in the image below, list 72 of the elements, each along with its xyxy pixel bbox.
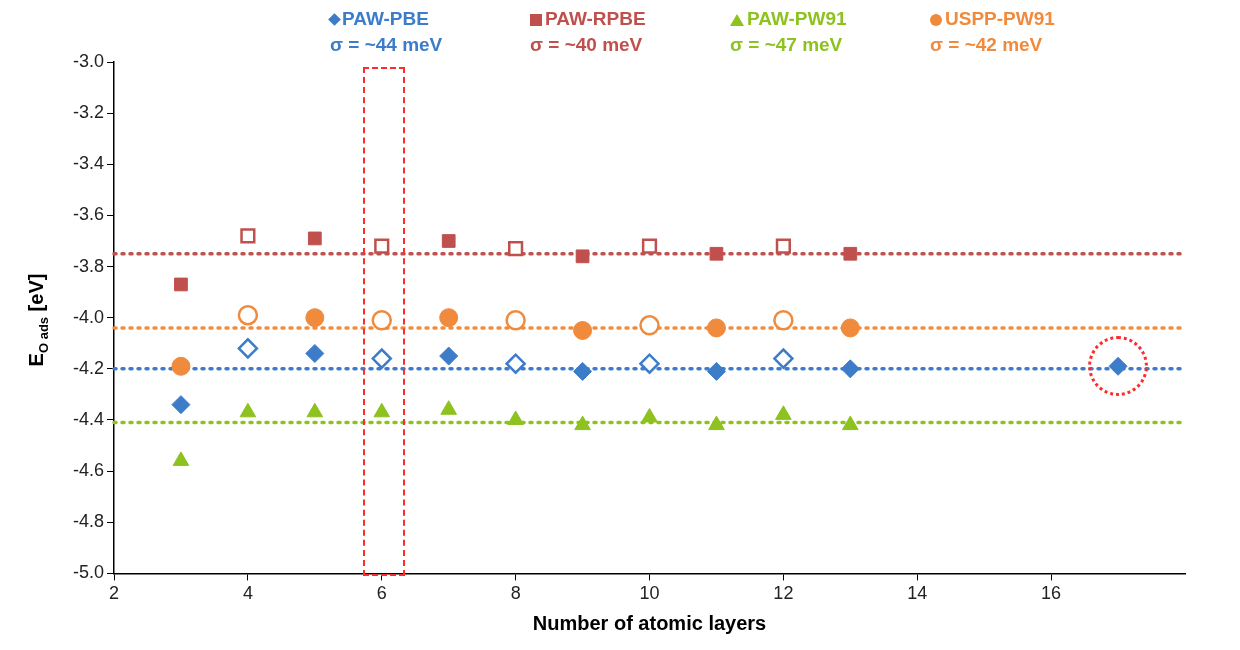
y-tick-label: -3.2 [72,102,105,123]
point [573,361,593,381]
point [575,249,590,264]
point [440,400,457,415]
text: σ = ~40 meV [530,33,644,57]
point [641,407,658,423]
x-tick-label: 6 [376,583,387,604]
point [706,361,726,381]
text: σ = ~47 meV [730,33,844,57]
point [508,241,524,257]
point [240,228,256,244]
point [374,238,390,254]
x-tick-label: 12 [773,583,794,604]
point [840,318,860,338]
point [773,348,794,369]
text: σ = ~44 meV [330,33,444,57]
point [706,318,726,338]
y-tick-label: -4.2 [72,357,105,378]
point [641,238,658,254]
y-tick-label: -3.6 [72,204,105,225]
point [773,310,794,331]
legend-label: PAW-PBE [342,8,429,29]
point [507,410,524,425]
point [441,234,456,248]
y-tick-label: -4.6 [72,460,105,481]
point [439,346,459,366]
x-tick-label: 2 [109,583,120,604]
point [171,356,191,376]
point [842,415,859,431]
point [840,359,860,379]
y-tick-label: -4.8 [72,511,105,532]
point [505,353,526,374]
point [371,310,393,331]
legend-label: PAW-RPBE [545,8,646,29]
point [239,402,257,418]
point [307,231,322,246]
point [305,308,325,328]
x-tick-label: 14 [907,583,928,604]
y-tick-label: -3.4 [72,153,105,174]
legend-label: USPP-PW91 [945,8,1055,29]
point [306,402,324,418]
point [174,277,188,292]
point [305,344,325,363]
point [237,338,259,359]
point [775,405,792,420]
point [373,402,391,418]
point [775,238,791,254]
legend-label: PAW-PW91 [747,8,847,29]
y-tick-label: -3.8 [72,255,105,276]
text: σ = ~42 meV [930,33,1044,57]
point [843,246,858,261]
point [439,308,459,328]
point [371,348,393,369]
point [171,395,191,415]
x-axis-title: Number of atomic layers [532,611,767,634]
y-tick-label: -5.0 [72,562,105,583]
point [574,415,591,431]
x-tick-label: 8 [510,583,521,604]
y-tick-label: -4.4 [72,408,105,429]
point [639,353,660,374]
x-tick-label: 16 [1041,583,1062,604]
y-tick-label: -4.0 [72,306,105,327]
point [639,315,660,336]
point [709,246,724,261]
y-tick-label: -3.0 [72,50,105,71]
x-tick-label: 10 [639,583,660,604]
x-tick-label: 4 [242,583,253,604]
point [237,304,259,326]
point [172,451,190,466]
point [505,310,526,331]
point [708,415,725,431]
point [573,320,593,340]
